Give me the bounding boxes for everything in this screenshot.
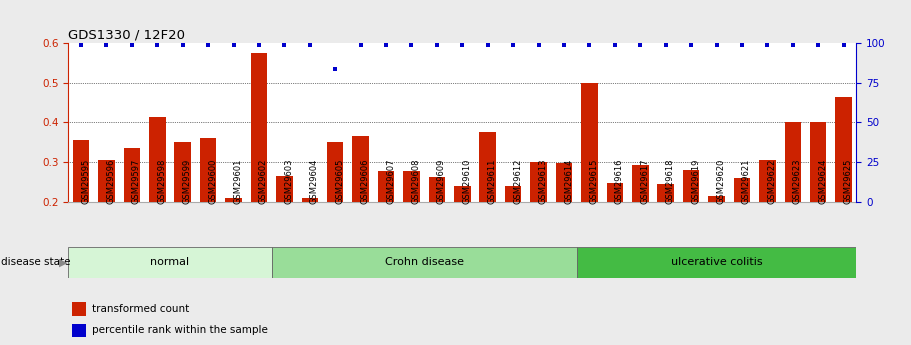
Text: percentile rank within the sample: percentile rank within the sample [92,325,268,335]
Bar [276,176,292,202]
Text: normal: normal [150,257,189,267]
Bar [479,132,496,202]
Text: GSM29625: GSM29625 [844,159,853,204]
Bar [353,136,369,202]
Bar [632,165,649,202]
Bar [733,178,751,202]
Text: GSM29621: GSM29621 [742,159,751,204]
Bar [174,142,191,202]
Bar [327,142,343,202]
Text: GSM29600: GSM29600 [208,159,217,204]
Text: GSM29598: GSM29598 [158,159,167,204]
Text: disease state: disease state [1,257,70,267]
Text: Crohn disease: Crohn disease [384,257,464,267]
Text: GSM29615: GSM29615 [589,159,599,204]
Text: GSM29612: GSM29612 [513,159,522,204]
Bar [149,117,166,202]
Bar [302,198,318,202]
Bar [225,198,241,202]
Bar [505,186,521,202]
Text: GSM29624: GSM29624 [818,159,827,204]
Bar [124,148,140,202]
Text: GSM29602: GSM29602 [259,159,268,204]
Bar [784,122,801,202]
Text: GSM29613: GSM29613 [538,159,548,204]
Text: GSM29608: GSM29608 [412,159,421,204]
Bar [73,140,89,202]
Bar [72,302,87,316]
Bar [251,53,267,202]
Text: GSM29604: GSM29604 [310,159,319,204]
Text: GSM29606: GSM29606 [361,159,370,204]
Bar [429,177,445,202]
Text: GSM29620: GSM29620 [717,159,725,204]
Bar [98,160,115,202]
Bar [530,162,547,202]
Bar [577,247,856,278]
Bar [683,170,700,202]
Text: GSM29595: GSM29595 [81,159,90,204]
Text: GSM29597: GSM29597 [132,159,141,204]
Bar [759,160,775,202]
Text: GSM29622: GSM29622 [767,159,776,204]
Bar [404,171,420,202]
Text: transformed count: transformed count [92,304,189,314]
Bar [200,138,217,202]
Text: GSM29610: GSM29610 [462,159,471,204]
Text: GDS1330 / 12F20: GDS1330 / 12F20 [68,29,185,42]
Text: GSM29601: GSM29601 [233,159,242,204]
Bar [378,171,394,202]
Bar [454,186,471,202]
Text: GSM29599: GSM29599 [183,159,191,204]
Bar [607,183,623,202]
Bar [835,97,852,202]
Text: GSM29607: GSM29607 [386,159,395,204]
Text: GSM29611: GSM29611 [487,159,496,204]
Bar [556,163,572,202]
Bar [708,196,725,202]
Text: ulcerative colitis: ulcerative colitis [670,257,763,267]
Text: GSM29618: GSM29618 [666,159,675,204]
Text: GSM29617: GSM29617 [640,159,650,204]
Bar [581,83,598,202]
Text: GSM29603: GSM29603 [284,159,293,204]
Text: GSM29596: GSM29596 [107,159,116,204]
Text: GSM29616: GSM29616 [615,159,624,204]
Text: GSM29614: GSM29614 [564,159,573,204]
Text: ▶: ▶ [58,257,67,267]
Text: GSM29605: GSM29605 [335,159,344,204]
Bar [68,247,271,278]
Bar [271,247,577,278]
Bar [658,184,674,202]
Bar [810,122,826,202]
Text: GSM29623: GSM29623 [793,159,802,204]
Text: GSM29609: GSM29609 [437,159,445,204]
Bar [72,324,87,337]
Text: GSM29619: GSM29619 [691,159,701,204]
